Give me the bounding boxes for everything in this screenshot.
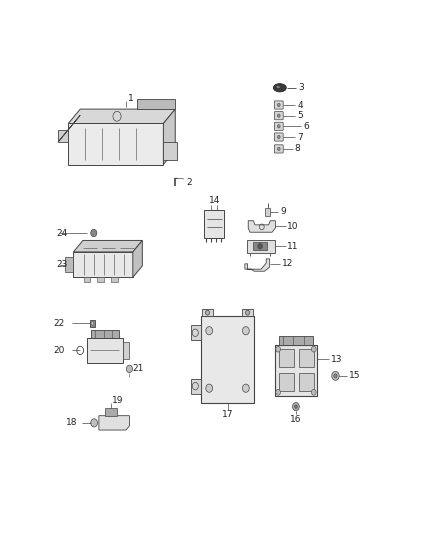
Polygon shape: [74, 240, 142, 252]
Polygon shape: [248, 221, 276, 232]
Text: 22: 22: [53, 319, 64, 328]
Circle shape: [277, 125, 280, 128]
Circle shape: [277, 103, 280, 107]
Polygon shape: [123, 342, 130, 359]
Polygon shape: [253, 242, 267, 251]
Circle shape: [276, 346, 280, 352]
Circle shape: [127, 365, 132, 373]
Polygon shape: [245, 259, 270, 271]
Text: 6: 6: [303, 122, 309, 131]
Circle shape: [293, 402, 299, 411]
Text: 21: 21: [132, 365, 144, 374]
Text: 8: 8: [294, 144, 300, 154]
Polygon shape: [243, 309, 253, 317]
Text: 4: 4: [297, 101, 303, 109]
Polygon shape: [58, 130, 68, 142]
Polygon shape: [247, 240, 276, 253]
Polygon shape: [133, 240, 142, 277]
Polygon shape: [279, 349, 294, 367]
Circle shape: [332, 372, 339, 381]
Text: 24: 24: [57, 229, 68, 238]
Circle shape: [311, 346, 316, 352]
Text: 1: 1: [128, 94, 134, 103]
Circle shape: [205, 310, 209, 315]
Circle shape: [243, 384, 249, 392]
Text: 2: 2: [187, 177, 192, 187]
Polygon shape: [105, 408, 117, 416]
FancyBboxPatch shape: [274, 122, 283, 131]
Polygon shape: [163, 109, 175, 165]
Text: 13: 13: [331, 355, 342, 364]
Polygon shape: [74, 252, 133, 277]
Circle shape: [258, 243, 262, 249]
Polygon shape: [99, 416, 130, 430]
Text: 7: 7: [297, 133, 303, 142]
Polygon shape: [204, 209, 224, 238]
Circle shape: [206, 327, 212, 335]
Text: 15: 15: [349, 372, 360, 381]
Circle shape: [206, 384, 212, 392]
Circle shape: [91, 419, 98, 427]
Circle shape: [334, 374, 337, 378]
Polygon shape: [163, 142, 177, 160]
Text: 11: 11: [287, 241, 299, 251]
Polygon shape: [299, 349, 314, 367]
Circle shape: [277, 114, 280, 117]
Text: 20: 20: [53, 346, 64, 355]
Polygon shape: [65, 257, 74, 272]
Circle shape: [276, 390, 280, 395]
Polygon shape: [279, 373, 294, 391]
FancyBboxPatch shape: [274, 133, 283, 141]
Ellipse shape: [273, 84, 286, 92]
Circle shape: [243, 327, 249, 335]
Circle shape: [311, 390, 316, 395]
Circle shape: [246, 310, 250, 315]
Polygon shape: [279, 336, 313, 345]
FancyBboxPatch shape: [274, 145, 283, 153]
Circle shape: [277, 147, 280, 150]
Text: 16: 16: [290, 415, 302, 424]
Polygon shape: [58, 115, 80, 142]
Polygon shape: [87, 338, 123, 363]
Circle shape: [91, 322, 94, 325]
Polygon shape: [111, 277, 117, 282]
Polygon shape: [202, 309, 212, 317]
Polygon shape: [68, 124, 163, 165]
Polygon shape: [97, 277, 104, 282]
Text: 5: 5: [297, 111, 303, 120]
Circle shape: [91, 229, 97, 237]
Text: 18: 18: [66, 418, 78, 427]
Polygon shape: [299, 373, 314, 391]
Polygon shape: [275, 345, 317, 397]
Circle shape: [295, 405, 297, 408]
Text: 10: 10: [287, 222, 299, 231]
Text: 17: 17: [222, 409, 233, 418]
Polygon shape: [137, 99, 175, 109]
Bar: [265, 208, 270, 216]
Polygon shape: [84, 277, 90, 282]
Text: 23: 23: [57, 260, 68, 269]
FancyBboxPatch shape: [274, 101, 283, 109]
Polygon shape: [68, 109, 175, 124]
Text: 14: 14: [208, 196, 220, 205]
Polygon shape: [90, 320, 95, 327]
Polygon shape: [191, 325, 201, 340]
Text: 3: 3: [298, 83, 304, 92]
Polygon shape: [191, 379, 201, 393]
Polygon shape: [201, 317, 254, 402]
FancyBboxPatch shape: [274, 111, 283, 120]
Text: 19: 19: [112, 395, 123, 405]
Text: 9: 9: [280, 207, 286, 216]
Ellipse shape: [276, 86, 280, 88]
Circle shape: [277, 135, 280, 139]
Text: 12: 12: [282, 260, 293, 268]
Polygon shape: [91, 330, 119, 338]
